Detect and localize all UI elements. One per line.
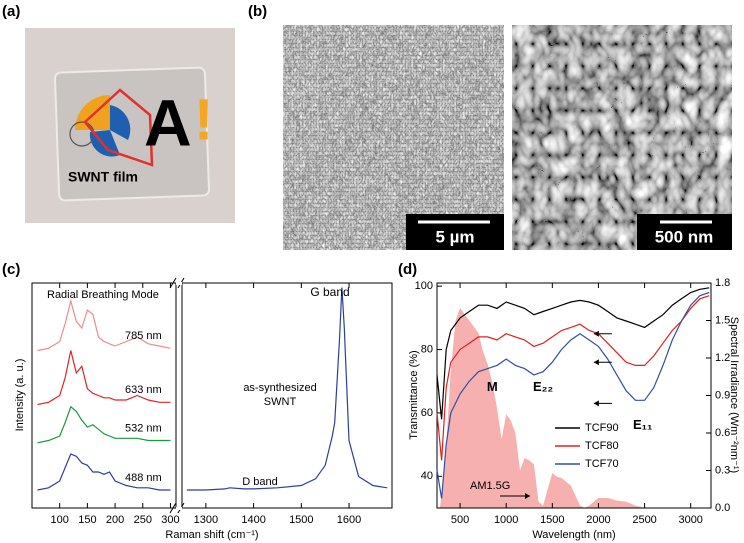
arrow-head: [593, 359, 599, 366]
y2-tick-label: 1.2: [715, 352, 730, 364]
x-tick-label: 300: [161, 514, 179, 526]
y2-tick-label: 1.5: [715, 314, 730, 326]
y-tick-label: 40: [421, 470, 433, 482]
series-line: [37, 405, 171, 444]
scale-bar-label: 500 nm: [655, 227, 714, 246]
sem-image: [283, 25, 504, 250]
legend-label: TCF70: [585, 458, 619, 470]
x-tick-label: 500: [451, 514, 469, 526]
break-gap: [176, 282, 182, 285]
arrow-head: [525, 493, 530, 499]
legend-label: TCF80: [585, 440, 619, 452]
y-tick-label: 60: [421, 407, 433, 419]
annotation: E₁₁: [633, 417, 652, 432]
y-axis-label: Intensity (a. u.): [14, 359, 26, 432]
panel-label: (c): [2, 261, 20, 278]
series-line: [37, 350, 171, 406]
x-tick-label: 150: [78, 514, 96, 526]
y2-tick-label: 0.3: [715, 464, 730, 476]
x-tick-label: 1500: [289, 514, 313, 526]
scale-bar-label: 5 µm: [435, 227, 474, 246]
photo: A ! SWNT film: [25, 28, 235, 223]
legend-label: TCF90: [585, 422, 619, 434]
y-axis-label: Transmittance (%): [408, 350, 420, 439]
panel-label: (a): [2, 3, 20, 20]
panel-label: (d): [398, 261, 417, 278]
axis-break: [169, 277, 177, 289]
axis-break: [169, 502, 177, 514]
y-tick-label: 100: [415, 280, 433, 292]
series-label: 488 nm: [125, 472, 162, 484]
y2-tick-label: 0.0: [715, 502, 730, 514]
series-label: 532 nm: [125, 422, 162, 434]
break-gap: [176, 507, 182, 510]
series-line: [37, 453, 171, 491]
logo-letter: A: [144, 85, 192, 159]
film-label: SWNT film: [68, 169, 138, 185]
sem-image: [512, 25, 732, 250]
panel-label: (b): [248, 3, 267, 20]
x-tick-label: 2500: [632, 514, 656, 526]
x-tick-label: 1500: [540, 514, 564, 526]
x-tick-label: 2000: [586, 514, 610, 526]
x-tick-label: 1300: [194, 514, 218, 526]
annotation: G band: [310, 285, 349, 299]
annotation: M: [487, 379, 498, 394]
annotation: AM1.5G: [470, 480, 510, 492]
x-tick-label: 250: [134, 514, 152, 526]
series-line: [436, 291, 710, 499]
y2-tick-label: 0.9: [715, 389, 730, 401]
annotation: as-synthesized: [243, 382, 316, 394]
scale-bar-box: [637, 214, 732, 250]
series-line: [436, 287, 710, 420]
scale-bar-box: [406, 214, 504, 250]
x-axis-label: Wavelength (nm): [532, 529, 615, 541]
plot-frame: [181, 282, 393, 509]
y2-tick-label: 1.8: [715, 277, 730, 289]
annotation: D band: [242, 476, 277, 488]
series-label: 633 nm: [125, 384, 162, 396]
charts: 100 150 200 250 300 785 nm 633 nm 532 nm 488 nm R…: [2, 261, 740, 541]
series-label: 785 nm: [125, 330, 162, 342]
x-tick-label: 1000: [494, 514, 518, 526]
arrow-head: [593, 400, 599, 407]
annotation: Radial Breathing Mode: [47, 289, 159, 301]
arrow-head: [593, 330, 599, 337]
logo-mark: !: [194, 87, 213, 152]
x-tick-label: 200: [106, 514, 124, 526]
y2-axis-label: Spectral Irradiance (Wm⁻²nm⁻¹): [728, 317, 740, 473]
series-line: [37, 298, 171, 352]
y2-tick-label: 0.6: [715, 427, 730, 439]
x-tick-label: 1600: [337, 514, 361, 526]
x-tick-label: 3000: [678, 514, 702, 526]
series-line: [186, 287, 388, 491]
x-axis-label: Raman shift (cm⁻¹): [165, 529, 258, 541]
x-tick-label: 1400: [241, 514, 265, 526]
spectrum-area: [439, 308, 691, 508]
annotation: E₂₂: [533, 379, 553, 394]
y-tick-label: 80: [421, 343, 433, 355]
x-tick-label: 100: [51, 514, 69, 526]
plot-frame: [31, 282, 177, 509]
annotation: SWNT: [264, 396, 297, 408]
series-line: [436, 295, 710, 461]
